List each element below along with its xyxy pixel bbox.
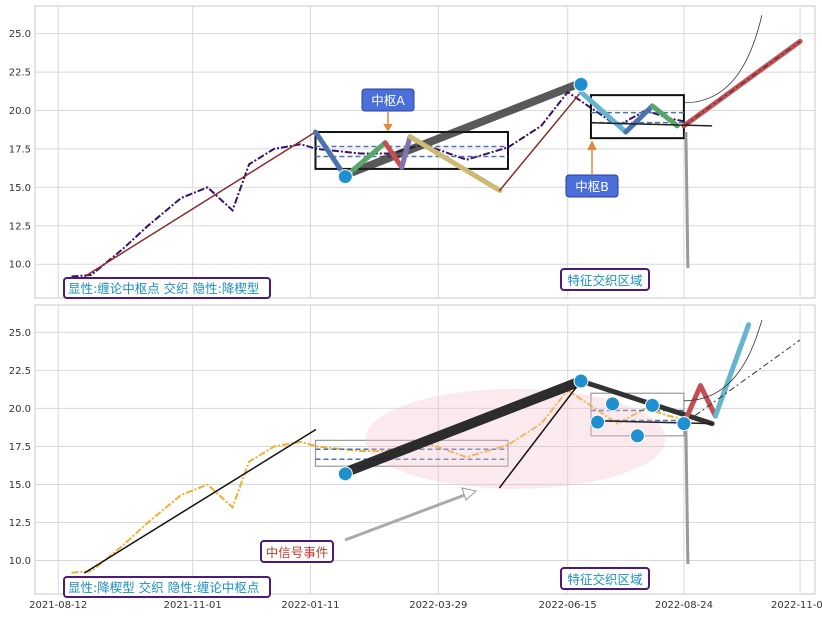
wedge-upper-line xyxy=(341,78,585,180)
bottom-overlay xyxy=(84,320,801,574)
y-tick-label: 25.0 xyxy=(9,328,31,339)
y-tick-label: 25.0 xyxy=(9,29,31,40)
signal-event-label: 中信号事件 xyxy=(266,545,329,560)
pivot-point xyxy=(605,396,621,412)
zone-pointer-arrow xyxy=(684,429,690,565)
support-line xyxy=(590,122,713,127)
stroke-segment xyxy=(498,91,582,192)
pivot-point xyxy=(573,76,589,92)
pivot-point xyxy=(337,169,353,185)
forecast-curve-arrow xyxy=(683,320,763,402)
stroke-segment xyxy=(312,129,348,180)
x-tick-label: 2022-11-02 xyxy=(771,600,822,611)
top-price-series xyxy=(71,90,685,278)
x-tick-label: 2021-11-01 xyxy=(164,600,222,611)
signal-event-box xyxy=(260,540,334,563)
x-tick-label: 2022-01-11 xyxy=(281,600,339,611)
top-legend-label: 显性:缠论中枢点 交织 隐性:降楔型 xyxy=(68,281,259,296)
projection-line xyxy=(683,40,801,127)
price-line xyxy=(71,388,685,574)
stroke-segment xyxy=(578,89,629,135)
stroke-segment xyxy=(342,140,388,180)
pivot-point xyxy=(590,414,606,430)
top-zone-box xyxy=(560,268,650,291)
pivot-box xyxy=(589,94,685,140)
x-tick-label: 2022-06-15 xyxy=(539,600,597,611)
top-chart-panel: 10.0 12.5 15.0 17.5 20.0 22.5 25.0 xyxy=(9,5,816,299)
y-tick-label: 17.5 xyxy=(9,144,31,155)
y-tick-label: 10.0 xyxy=(9,556,31,567)
stroke-segment xyxy=(623,103,655,135)
pivot-b-arrow xyxy=(587,140,597,174)
forecast-curve-arrow xyxy=(683,15,763,104)
signal-event-arrowhead xyxy=(461,487,478,501)
pivot-point xyxy=(644,397,660,413)
wedge-upper-line xyxy=(340,376,586,478)
top-overlay xyxy=(84,15,803,278)
stroke-segment xyxy=(407,134,503,193)
y-tick-label: 10.0 xyxy=(9,260,31,271)
top-y-axis-ticks: 10.0 12.5 15.0 17.5 20.0 22.5 25.0 xyxy=(9,29,31,271)
stroke-segment xyxy=(84,428,317,574)
bottom-chart-panel: 10.012.515.017.520.022.525.0 2021-08-12 2… xyxy=(9,304,822,611)
bottom-zone-label: 特征交织区域 xyxy=(567,572,642,587)
y-tick-label: 20.0 xyxy=(9,106,31,117)
pivot-box xyxy=(314,439,509,467)
bottom-y-axis-ticks: 10.0 12.5 15.0 17.5 20.0 22.5 25.0 xyxy=(9,328,31,567)
stroke-segment xyxy=(84,131,317,278)
y-tick-label: 22.5 xyxy=(9,366,31,377)
y-tick-label: 12.5 xyxy=(9,221,31,232)
price-line xyxy=(71,90,685,278)
top-zone-label: 特征交织区域 xyxy=(567,273,642,288)
pivot-b-box xyxy=(565,174,619,198)
pivot-b-label: 中枢B xyxy=(575,179,609,194)
stroke-segment xyxy=(649,103,680,129)
stroke-segment xyxy=(697,383,718,419)
pivot-point xyxy=(629,428,645,444)
stroke-segment xyxy=(498,380,582,489)
signal-event-arrow xyxy=(344,491,471,542)
support-line xyxy=(590,419,713,425)
stroke-segment xyxy=(382,140,405,170)
zone-pointer-arrow xyxy=(684,131,690,269)
y-tick-label: 12.5 xyxy=(9,518,31,529)
top-grid xyxy=(35,6,815,298)
top-plot-frame xyxy=(34,5,816,299)
bottom-legend-label: 显性:降楔型 交织 隐性:缠论中枢点 xyxy=(68,580,259,595)
pivot-a-arrow xyxy=(383,112,393,132)
y-tick-label: 15.0 xyxy=(9,480,31,491)
y-tick-label: 20.0 xyxy=(9,404,31,415)
bottom-legend-box xyxy=(63,576,271,598)
projection-line xyxy=(683,339,801,425)
stroke-segment xyxy=(712,322,752,419)
pivot-point xyxy=(676,416,692,432)
y-tick-label: 15.0 xyxy=(9,183,31,194)
top-legend-box xyxy=(63,277,271,299)
pivot-point xyxy=(337,466,353,482)
y-tick-label: 22.5 xyxy=(9,68,31,79)
pivot-a-label: 中枢A xyxy=(371,93,405,108)
bottom-price-series xyxy=(71,388,685,574)
bottom-zone-box xyxy=(560,567,650,590)
pivot-a-box xyxy=(361,88,415,112)
bottom-x-axis-ticks: 2021-08-12 2021-11-01 2022-01-11 2022-03-29… xyxy=(29,600,822,611)
pivot-box xyxy=(314,131,509,170)
highlight-ellipse xyxy=(365,388,666,489)
x-tick-label: 2021-08-12 xyxy=(29,600,87,611)
x-tick-label: 2022-08-24 xyxy=(655,600,713,611)
stroke-segment xyxy=(399,134,413,170)
y-tick-label: 17.5 xyxy=(9,442,31,453)
x-tick-label: 2022-03-29 xyxy=(409,600,467,611)
pivot-point xyxy=(573,373,589,389)
